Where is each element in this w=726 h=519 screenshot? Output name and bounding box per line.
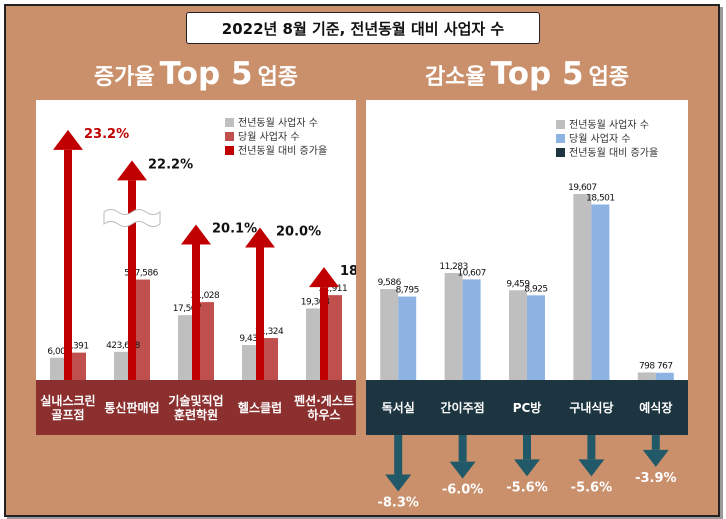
curr-value-label: 8,795 xyxy=(396,286,419,296)
prev-bar xyxy=(509,290,527,380)
increase-rate-label: 23.2% xyxy=(84,127,129,142)
increase-category-label: 통신판매업 xyxy=(104,400,160,415)
page-title: 2022년 8월 기준, 전년동월 대비 사업자 수 xyxy=(186,12,540,44)
increase-heading-post: 업종 xyxy=(257,65,299,90)
legend-label: 전년동월 사업자 수 xyxy=(569,118,649,131)
prev-value-label: 6,000 xyxy=(47,347,71,357)
legend-label: 당월 사업자 수 xyxy=(238,130,300,143)
increase-arrow-shaft xyxy=(192,244,200,380)
increase-category-label: 헬스클럽 xyxy=(237,400,283,415)
prev-value-label: 9,436 xyxy=(239,334,263,344)
curr-bar xyxy=(324,295,342,380)
increase-category-label: 기술및직업 훈련학원 xyxy=(168,393,224,422)
curr-bar xyxy=(655,372,674,380)
legend-label: 당월 사업자 수 xyxy=(569,132,631,145)
legend-label: 전년동월 사업자 수 xyxy=(238,116,318,129)
legend-swatch xyxy=(225,146,234,155)
curr-bar xyxy=(398,296,417,380)
decrease-heading: 감소율 Top 5 업종 xyxy=(366,56,688,96)
curr-bar xyxy=(462,279,481,380)
decrease-heading-pre: 감소율 xyxy=(424,65,486,90)
prev-value-label: 17,507 xyxy=(173,304,202,314)
curr-bar xyxy=(527,295,545,380)
legend-swatch xyxy=(225,118,234,127)
decrease-heading-post: 업종 xyxy=(588,65,630,90)
increase-arrow-head xyxy=(117,160,147,181)
increase-arrow-shaft xyxy=(320,287,328,380)
legend-swatch xyxy=(556,120,565,129)
curr-bar xyxy=(196,302,214,380)
decrease-category-label: 예식장 xyxy=(639,400,673,415)
prev-value-label: 19,607 xyxy=(568,183,597,193)
prev-bar xyxy=(444,272,463,380)
increase-arrow-head xyxy=(309,267,339,288)
curr-bar xyxy=(132,279,150,380)
legend-swatch xyxy=(225,132,234,141)
increase-category-label: 실내스크린 골프점 xyxy=(40,393,96,422)
prev-value-label: 9,459 xyxy=(506,279,530,289)
increase-heading-pre: 증가율 xyxy=(93,65,155,90)
curr-value-label: 767 xyxy=(657,362,673,372)
increase-rate-label: 18.7% xyxy=(340,264,356,279)
curr-value-label: 21,028 xyxy=(191,291,220,301)
prev-bar xyxy=(50,357,68,380)
prev-value-label: 11,283 xyxy=(439,262,468,272)
prev-bar xyxy=(306,308,324,380)
curr-bar xyxy=(260,338,278,380)
increase-heading: 증가율 Top 5 업종 xyxy=(36,56,356,96)
prev-bar xyxy=(242,345,260,380)
increase-arrow-head xyxy=(53,129,83,150)
curr-value-label: 8,925 xyxy=(524,284,547,294)
prev-bar xyxy=(178,315,196,380)
curr-value-label: 18,501 xyxy=(586,193,615,203)
decrease-heading-big: Top 5 xyxy=(490,56,584,92)
prev-value-label: 798 xyxy=(639,361,655,371)
decrease-category-band: 독서실 간이주점 PC방 구내식당 예식장 xyxy=(366,380,688,435)
curr-value-label: 10,607 xyxy=(457,268,486,278)
legend-label: 전년동월 대비 증가율 xyxy=(238,145,327,157)
prev-bar xyxy=(637,372,656,380)
increase-heading-big: Top 5 xyxy=(159,56,253,92)
prev-value-label: 423,678 xyxy=(106,341,140,351)
increase-rate-label: 20.1% xyxy=(212,221,257,236)
curr-value-label: 7,391 xyxy=(65,342,88,352)
increase-rate-label: 20.0% xyxy=(276,225,321,240)
decrease-category-label: 간이주점 xyxy=(440,400,485,415)
curr-bar xyxy=(68,352,86,380)
increase-arrow-head xyxy=(181,224,211,245)
curr-value-label: 517,586 xyxy=(124,269,158,279)
prev-bar xyxy=(380,289,399,380)
increase-category-band: 실내스크린 골프점 통신판매업 기술및직업 훈련학원 헬스클럽 펜션·게스트 하… xyxy=(36,380,356,435)
legend-swatch xyxy=(556,134,565,143)
increase-arrow-shaft xyxy=(256,247,264,380)
increase-category-label: 펜션·게스트 하우스 xyxy=(294,393,354,422)
prev-bar xyxy=(114,351,132,380)
decrease-category-label: 구내식당 xyxy=(569,400,614,415)
curr-value-label: 11,324 xyxy=(255,327,284,337)
decrease-category-label: PC방 xyxy=(512,400,542,415)
legend-swatch xyxy=(556,148,565,157)
decrease-category-label: 독서실 xyxy=(381,400,415,415)
increase-rate-label: 22.2% xyxy=(148,157,193,172)
prev-value-label: 19,308 xyxy=(301,297,330,307)
curr-value-label: 22,911 xyxy=(319,284,348,294)
prev-bar xyxy=(573,194,592,380)
prev-value-label: 9,586 xyxy=(378,278,402,288)
increase-arrow-head xyxy=(245,227,275,248)
axis-break-mark xyxy=(103,209,161,227)
increase-arrow-shaft xyxy=(64,149,72,380)
legend-label: 전년동월 대비 증가율 xyxy=(569,147,658,159)
increase-arrow-shaft xyxy=(128,180,136,380)
curr-bar xyxy=(591,204,610,380)
